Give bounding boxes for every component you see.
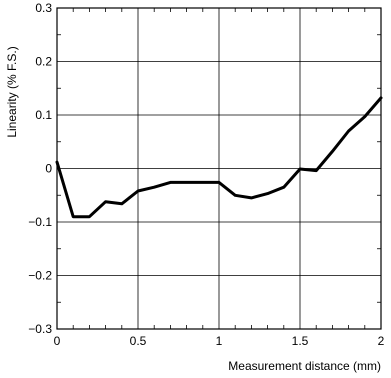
x-axis-label: Measurement distance (mm) — [228, 359, 381, 373]
minor-ticks — [57, 8, 381, 329]
y-tick-label: −0.2 — [28, 269, 52, 283]
y-tick-label: 0 — [45, 162, 52, 176]
series-layer — [55, 96, 383, 219]
y-axis-label: Linearity (% F.S.) — [5, 46, 19, 137]
x-tick-label: 0.5 — [130, 334, 147, 348]
grid — [56, 7, 382, 330]
series-line — [55, 96, 383, 219]
x-tick-label: 0 — [54, 334, 61, 348]
y-tick-label: 0.2 — [35, 55, 52, 69]
y-tick-label: −0.1 — [28, 215, 52, 229]
y-tick-labels: 0.3 0.2 0.1 0 −0.1 −0.2 −0.3 — [28, 1, 52, 336]
y-tick-label: 0.1 — [35, 108, 52, 122]
x-tick-labels: 0 0.5 1 1.5 2 — [54, 334, 385, 348]
y-tick-label: −0.3 — [28, 322, 52, 336]
plot-frame — [56, 7, 382, 330]
y-tick-label: 0.3 — [35, 1, 52, 15]
x-tick-label: 1 — [216, 334, 223, 348]
x-tick-label: 1.5 — [292, 334, 309, 348]
x-tick-label: 2 — [378, 334, 385, 348]
